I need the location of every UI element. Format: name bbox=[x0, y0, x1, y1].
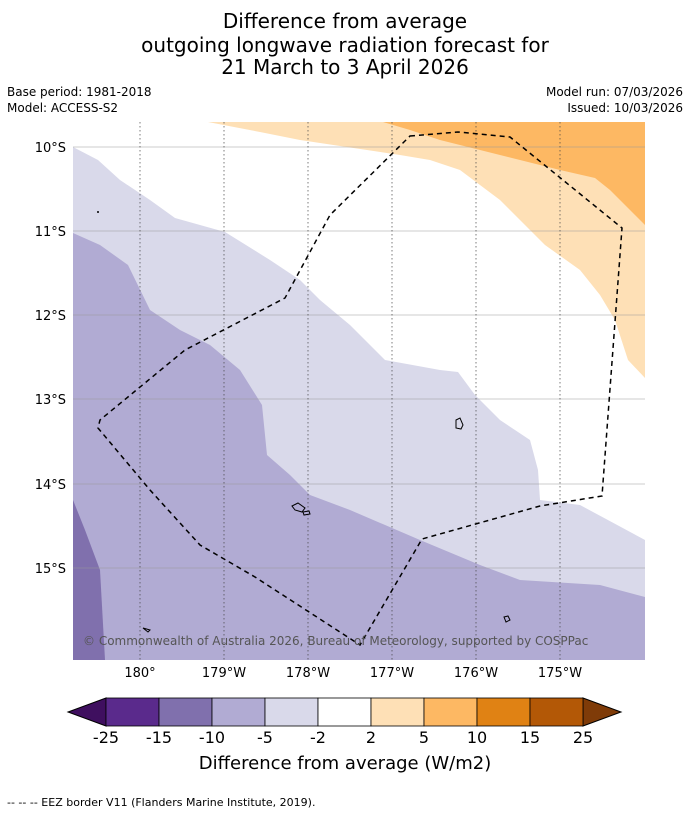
colorbar-tick-label: 25 bbox=[572, 728, 594, 747]
title-line-3: 21 March to 3 April 2026 bbox=[221, 55, 469, 79]
colorbar-under-arrow bbox=[66, 697, 107, 727]
colorbar-segment-3 bbox=[264, 697, 319, 727]
lat-label-14s: 14°S bbox=[35, 478, 66, 493]
colorbar-tick-label: 2 bbox=[365, 728, 377, 747]
island-southwest bbox=[142, 627, 151, 633]
lat-label-11s: 11°S bbox=[35, 225, 66, 240]
lat-gridlines bbox=[73, 146, 645, 569]
model-text: Model: ACCESS-S2 bbox=[7, 101, 119, 115]
lat-label-13s: 13°S bbox=[35, 393, 66, 408]
lon-label-176w: 176°W bbox=[454, 666, 498, 681]
colorbar-over-arrow bbox=[582, 697, 623, 727]
lon-gridlines bbox=[139, 122, 561, 660]
island-futuna bbox=[291, 502, 306, 513]
lon-label-175w: 175°W bbox=[538, 666, 582, 681]
lat-label-10s: 10°S bbox=[35, 141, 66, 156]
map-plot-area: © Commonwealth of Australia 2026, Bureau… bbox=[73, 122, 645, 660]
colorbar bbox=[66, 697, 623, 727]
lon-label-180: 180° bbox=[124, 666, 155, 681]
colorbar-segment-6 bbox=[423, 697, 478, 727]
colorbar-tick-label: -2 bbox=[310, 728, 326, 747]
island-alofi bbox=[302, 510, 311, 516]
colorbar-segment-5 bbox=[370, 697, 425, 727]
band-2-to-5 bbox=[208, 122, 645, 378]
colorbar-segment-4 bbox=[317, 697, 372, 727]
colorbar-tick-label: 10 bbox=[466, 728, 488, 747]
eez-border bbox=[97, 131, 623, 647]
island-east bbox=[503, 615, 511, 623]
lon-label-179w: 179°W bbox=[202, 666, 246, 681]
band-minus-15-to-minus-10 bbox=[73, 500, 105, 660]
colorbar-segment-1 bbox=[158, 697, 213, 727]
band-minus-10-to-minus-5 bbox=[73, 233, 645, 660]
copyright-text: © Commonwealth of Australia 2026, Bureau… bbox=[83, 634, 588, 648]
lat-tick-labels: 10°S 11°S 12°S 13°S 14°S 15°S bbox=[35, 141, 66, 577]
title-line-2: outgoing longwave radiation forecast for bbox=[141, 33, 549, 57]
eez-footer-note: -- -- -- EEZ border V11 (Flanders Marine… bbox=[7, 796, 316, 809]
lon-label-177w: 177°W bbox=[370, 666, 414, 681]
lon-label-178w: 178°W bbox=[286, 666, 330, 681]
colorbar-tick-label: -5 bbox=[257, 728, 273, 747]
band-5-to-10 bbox=[383, 122, 645, 225]
lon-tick-labels: 180° 179°W 178°W 177°W 176°W 175°W bbox=[124, 666, 582, 681]
colorbar-tick-label: -10 bbox=[198, 728, 226, 747]
island-uvea bbox=[455, 417, 464, 430]
colorbar-segment-2 bbox=[211, 697, 266, 727]
colorbar-tick-label: 5 bbox=[418, 728, 430, 747]
issued-text: Issued: 10/03/2026 bbox=[567, 101, 683, 115]
colorbar-segment-0 bbox=[105, 697, 160, 727]
island-dot bbox=[97, 211, 99, 213]
model-run-text: Model run: 07/03/2026 bbox=[545, 85, 683, 99]
base-period-text: Base period: 1981-2018 bbox=[7, 85, 152, 99]
colorbar-segment-8 bbox=[529, 697, 584, 727]
colorbar-segments bbox=[105, 697, 584, 727]
lat-label-15s: 15°S bbox=[35, 562, 66, 577]
colorbar-title: Difference from average (W/m2) bbox=[198, 753, 492, 774]
map-figure: © Commonwealth of Australia 2026, Bureau… bbox=[35, 122, 645, 681]
colorbar-tick-label: 15 bbox=[519, 728, 541, 747]
colorbar-segment-7 bbox=[476, 697, 531, 727]
lat-label-12s: 12°S bbox=[35, 309, 66, 324]
colorbar-tick-label: -25 bbox=[92, 728, 120, 747]
title-line-1: Difference from average bbox=[222, 9, 468, 33]
colorbar-tick-label: -15 bbox=[145, 728, 173, 747]
